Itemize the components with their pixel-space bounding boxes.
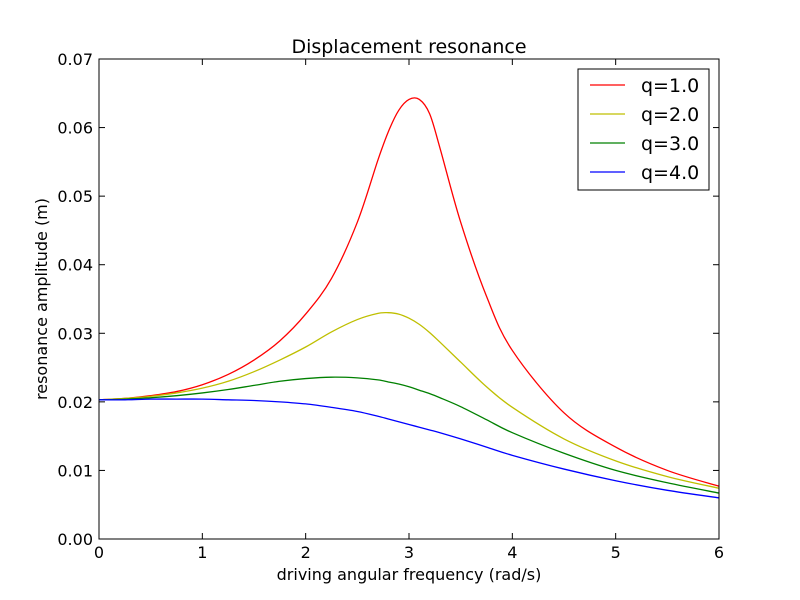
series-line-q=2.0: [98, 311, 720, 489]
y-tick-label: 0.06: [57, 119, 93, 138]
chart-title: Displacement resonance: [291, 36, 526, 58]
legend-box: [577, 68, 710, 191]
legend-label: q=1.0: [641, 75, 699, 97]
x-tick-label: 2: [301, 543, 311, 562]
x-tick-label: 1: [197, 543, 207, 562]
x-axis-title: driving angular frequency (rad/s): [277, 565, 542, 584]
y-tick-label: 0.05: [57, 187, 93, 206]
series-lines: [98, 97, 720, 499]
y-tick-label: 0.02: [57, 393, 93, 412]
legend-label: q=2.0: [641, 104, 699, 126]
x-tick-label: 5: [611, 543, 621, 562]
x-tick-label: 0: [94, 543, 104, 562]
series-line-q=4.0: [98, 398, 720, 499]
series-line-q=1.0: [98, 97, 720, 487]
plot-frame: [98, 58, 720, 540]
x-tick-label: 3: [404, 543, 414, 562]
legend-label: q=4.0: [641, 162, 699, 184]
y-tick-label: 0.03: [57, 324, 93, 343]
axis-ticks: 0 1 2 3 4 5 6 0.00 0.01 0.02 0.03 0.04 0.05 0.06 0.07: [57, 50, 724, 562]
legend: q=1.0 q=2.0 q=3.0 q=4.0: [577, 68, 710, 191]
legend-label: q=3.0: [641, 133, 699, 155]
series-line-q=3.0: [98, 376, 720, 494]
y-tick-label: 0.04: [57, 256, 93, 275]
x-tick-label: 6: [714, 543, 724, 562]
y-tick-label: 0.01: [57, 461, 93, 480]
y-tick-label: 0.07: [57, 50, 93, 69]
x-tick-label: 4: [507, 543, 517, 562]
y-axis-title: resonance amplitude (m): [32, 198, 51, 400]
y-tick-label: 0.00: [57, 530, 93, 549]
